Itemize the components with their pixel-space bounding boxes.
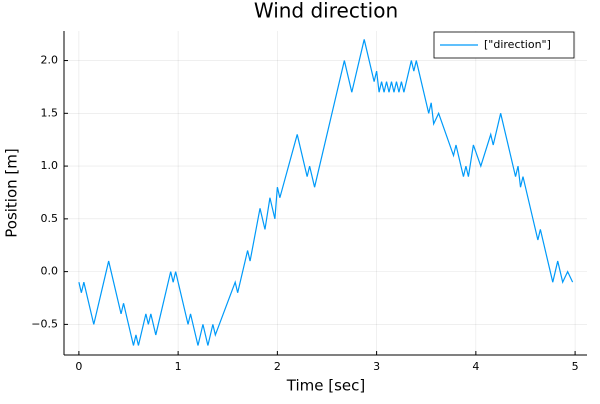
x-tick-label: 2 <box>274 360 281 373</box>
x-tick-label: 1 <box>175 360 182 373</box>
x-tick-label: 0 <box>75 360 82 373</box>
x-tick-label: 5 <box>572 360 579 373</box>
y-axis-label: Position [m] <box>3 148 21 238</box>
x-tick-label: 4 <box>472 360 479 373</box>
y-tick-label: 2.0 <box>41 54 59 67</box>
y-tick-label: 1.5 <box>41 106 59 119</box>
x-axis-label: Time [sec] <box>286 377 365 395</box>
y-tick-label: 1.0 <box>41 159 59 172</box>
chart-title: Wind direction <box>254 0 398 23</box>
x-tick-label: 3 <box>373 360 380 373</box>
line <box>78 39 574 346</box>
y-tick-label: −0.5 <box>31 317 58 330</box>
y-tick-label: 0.0 <box>41 265 59 278</box>
legend-label: ["direction"] <box>484 38 551 51</box>
y-tick-label: 0.5 <box>41 212 59 225</box>
